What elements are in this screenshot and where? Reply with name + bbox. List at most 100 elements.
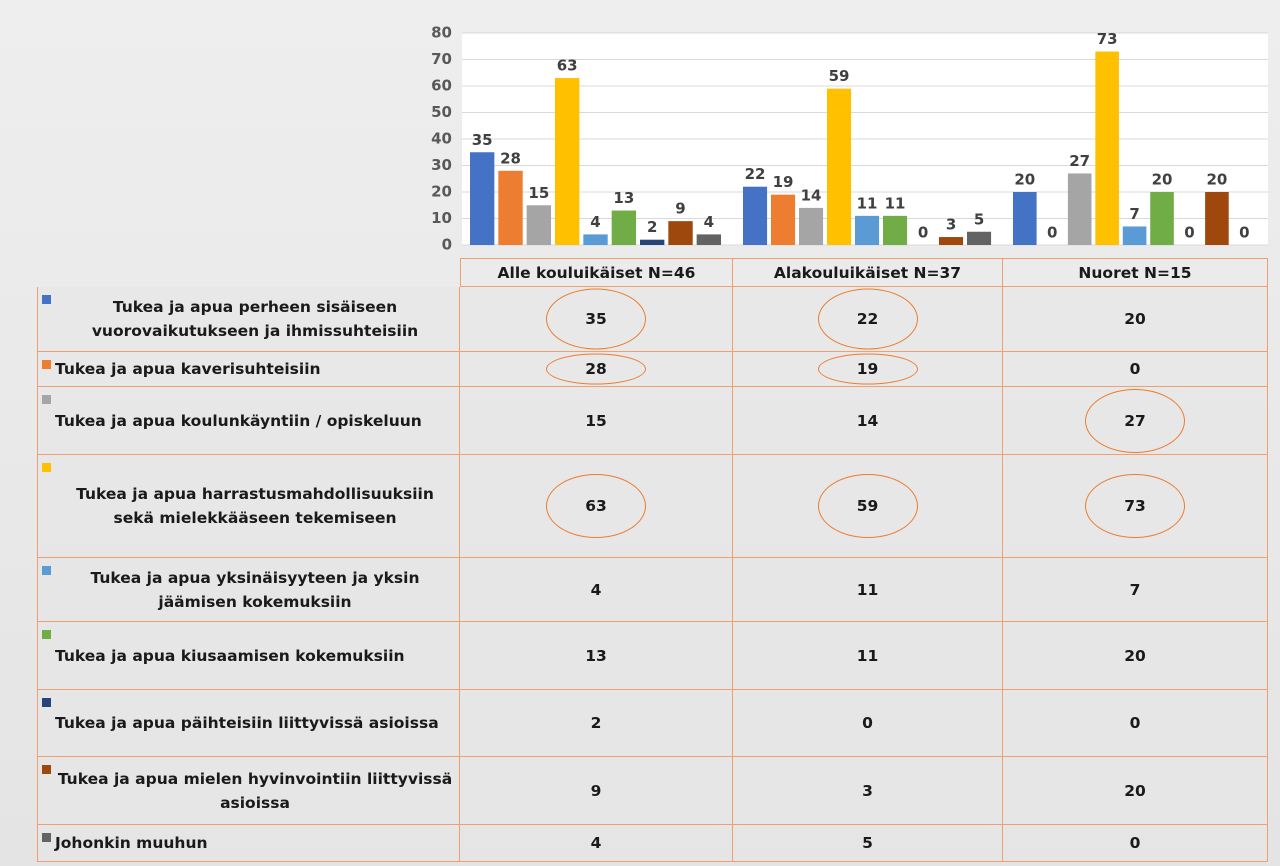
value-text: 20	[1124, 646, 1146, 665]
row-label: Tukea ja apua mielen hyvinvointiin liitt…	[37, 757, 460, 825]
data-label: 0	[1184, 224, 1194, 242]
value-text: 9	[590, 781, 602, 800]
bar	[555, 78, 580, 245]
bar	[743, 186, 768, 245]
table-value: 63	[460, 455, 733, 558]
table-value: 20	[1003, 757, 1268, 825]
y-tick-label: 0	[442, 236, 452, 254]
table-value: 35	[460, 287, 733, 352]
table-value: 73	[1003, 455, 1268, 558]
value-text: 20	[1124, 781, 1146, 800]
bar	[1013, 192, 1037, 245]
highlight-ellipse	[817, 474, 918, 538]
table-value: 5	[733, 825, 1003, 862]
highlight-ellipse	[817, 353, 918, 385]
highlight-ellipse	[546, 288, 646, 350]
bar	[827, 88, 852, 246]
table-value: 0	[1003, 352, 1268, 387]
bar	[640, 239, 665, 245]
y-tick-label: 40	[431, 130, 452, 148]
row-label: Tukea ja apua kiusaamisen kokemuksiin	[37, 622, 460, 690]
legend-label: Johonkin muuhun	[55, 834, 208, 852]
table-value: 19	[733, 352, 1003, 387]
value-text: 14	[856, 411, 879, 430]
legend-label: Tukea ja apua perheen sisäiseen vuorovai…	[91, 298, 419, 340]
legend-swatch	[42, 360, 51, 369]
value-text: 5	[862, 834, 873, 852]
table-value: 9	[460, 757, 733, 825]
table-value: 2	[460, 690, 733, 757]
bar	[967, 231, 992, 245]
legend-swatch	[42, 566, 51, 575]
legend-label: Tukea ja apua mielen hyvinvointiin liitt…	[57, 769, 453, 812]
table-value: 59	[733, 455, 1003, 558]
value-text: 2	[590, 714, 602, 732]
bar	[855, 215, 880, 245]
highlight-ellipse	[546, 474, 646, 538]
data-label: 4	[590, 213, 600, 231]
highlight-ellipse	[817, 288, 918, 350]
data-label: 9	[675, 200, 685, 218]
table-value: 0	[1003, 825, 1268, 862]
value-text: 4	[590, 834, 602, 852]
value-text: 4	[590, 580, 602, 599]
data-label: 20	[1014, 171, 1035, 189]
data-label: 0	[1239, 224, 1249, 242]
table-value: 15	[460, 387, 733, 455]
data-label: 7	[1129, 205, 1139, 223]
value-text: 11	[856, 646, 879, 665]
value-text: 13	[585, 646, 607, 665]
legend-swatch	[42, 295, 51, 304]
data-label: 35	[472, 131, 493, 149]
row-label: Tukea ja apua päihteisiin liittyvissä as…	[37, 690, 460, 757]
row-label: Johonkin muuhun	[37, 825, 460, 862]
bar	[799, 207, 824, 245]
bar	[1095, 51, 1119, 245]
bar	[1205, 192, 1229, 245]
legend-label: Tukea ja apua kiusaamisen kokemuksiin	[55, 646, 405, 665]
bar	[1122, 226, 1147, 245]
legend-label: Tukea ja apua harrastusmahdollisuuksiin …	[76, 485, 434, 527]
y-tick-label: 10	[431, 209, 452, 227]
bar	[1150, 192, 1174, 245]
bar	[526, 205, 552, 245]
table-value: 20	[1003, 622, 1268, 690]
table-value: 28	[460, 352, 733, 387]
data-label: 13	[613, 189, 634, 207]
table-value: 11	[733, 622, 1003, 690]
row-label: Tukea ja apua perheen sisäiseen vuorovai…	[37, 287, 460, 352]
table-corner	[37, 258, 460, 287]
table-value: 22	[733, 287, 1003, 352]
legend-label: Tukea ja apua kaverisuhteisiin	[55, 360, 321, 378]
value-text: 7	[1129, 580, 1141, 599]
row-label: Tukea ja apua koulunkäyntiin / opiskeluu…	[37, 387, 460, 455]
bar	[883, 215, 908, 245]
row-label: Tukea ja apua kaverisuhteisiin	[37, 352, 460, 387]
table-value: 27	[1003, 387, 1268, 455]
legend-swatch	[42, 698, 51, 707]
value-text: 20	[1124, 310, 1146, 328]
legend-swatch	[42, 395, 51, 404]
value-text: 0	[1129, 360, 1141, 378]
data-label: 73	[1097, 30, 1118, 48]
value-text: 0	[862, 714, 873, 732]
table-value: 20	[1003, 287, 1268, 352]
data-label: 20	[1152, 171, 1173, 189]
table-value: 14	[733, 387, 1003, 455]
table-value: 3	[733, 757, 1003, 825]
data-label: 22	[745, 165, 766, 183]
data-label: 0	[1047, 224, 1057, 242]
bar	[470, 152, 495, 245]
data-label: 59	[829, 67, 850, 85]
bar	[696, 234, 722, 245]
data-label: 11	[857, 194, 878, 212]
data-label: 27	[1069, 152, 1090, 170]
data-label: 3	[946, 216, 956, 234]
value-text: 0	[1129, 714, 1141, 732]
data-label: 28	[500, 149, 521, 167]
highlight-ellipse	[546, 353, 646, 385]
legend-swatch	[42, 463, 51, 472]
column-header: Nuoret N=15	[1003, 258, 1268, 287]
highlight-ellipse	[1085, 474, 1185, 538]
